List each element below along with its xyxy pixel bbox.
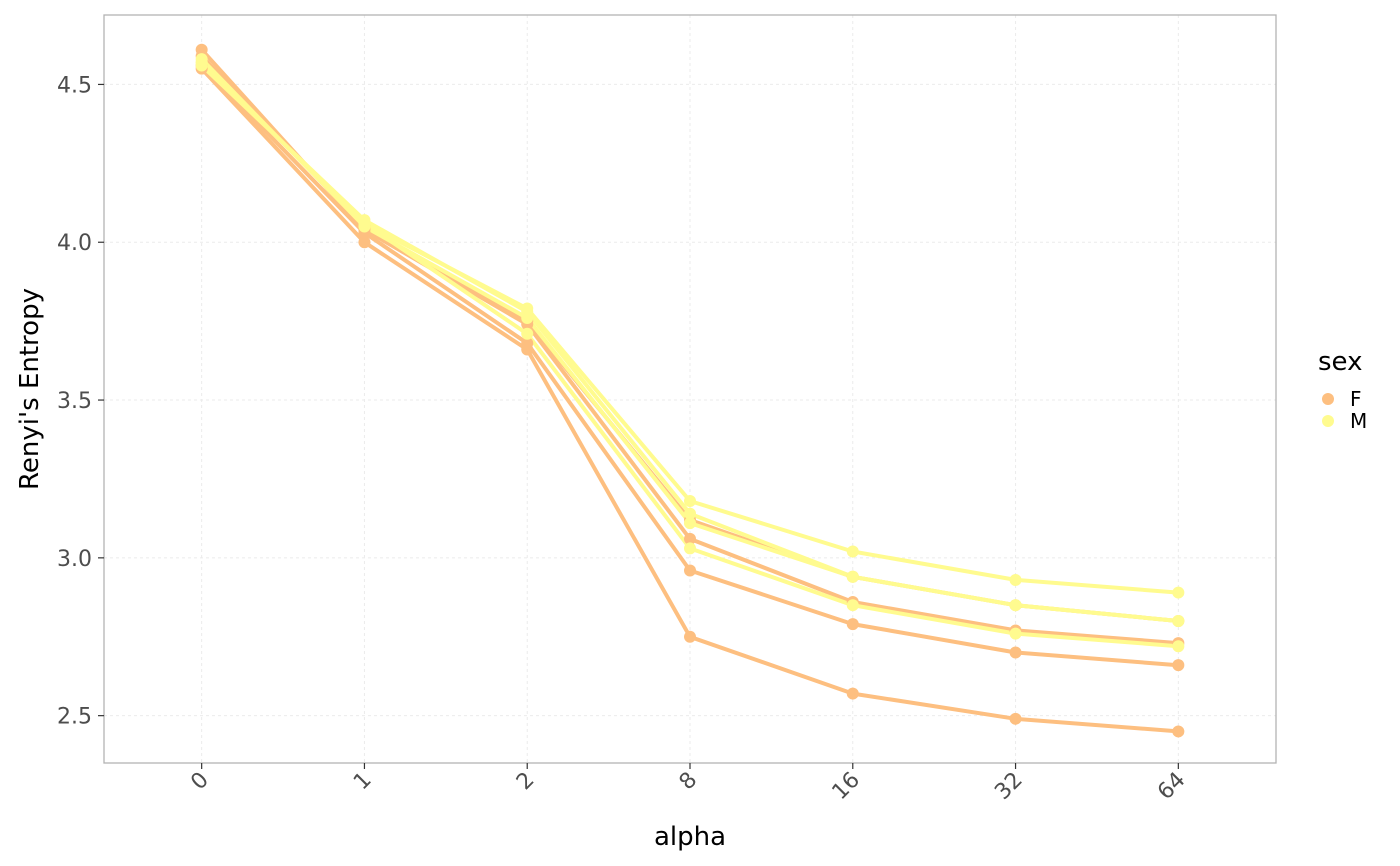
data-point-m <box>846 570 859 583</box>
data-point-m <box>1009 573 1022 586</box>
x-tick-label: 0 <box>186 768 214 796</box>
y-tick-label: 3.5 <box>57 389 92 414</box>
data-point-m <box>521 327 534 340</box>
x-axis-title: alpha <box>654 822 726 852</box>
data-point-m <box>1172 586 1185 599</box>
data-point-m <box>684 495 696 508</box>
legend: sex FM <box>1318 347 1367 433</box>
data-point-m <box>195 56 208 69</box>
legend-key-f <box>1322 393 1334 405</box>
data-point-m <box>846 599 859 612</box>
data-point-f <box>846 687 859 700</box>
data-point-f <box>684 564 696 577</box>
y-tick-label: 4.0 <box>57 231 92 256</box>
data-point-f <box>358 236 371 249</box>
data-point-f <box>1172 725 1185 738</box>
data-point-m <box>521 302 534 315</box>
data-point-m <box>846 545 859 558</box>
data-point-m <box>684 507 696 520</box>
legend-entries: FM <box>1322 387 1367 433</box>
legend-label-m: M <box>1350 409 1367 433</box>
grid-layer <box>104 15 1276 763</box>
y-axis-title: Renyi's Entropy <box>15 288 45 490</box>
x-tick-label: 32 <box>990 768 1027 805</box>
x-tick-label: 16 <box>828 768 865 805</box>
data-point-f <box>1172 659 1185 672</box>
data-point-m <box>684 517 696 530</box>
data-point-m <box>1172 614 1185 627</box>
y-tick-label: 4.5 <box>57 73 92 98</box>
x-tick-label: 2 <box>512 768 540 796</box>
x-tick-label: 1 <box>349 768 377 796</box>
data-point-f <box>1009 712 1022 725</box>
data-point-m <box>1172 640 1185 653</box>
data-point-m <box>1009 627 1022 640</box>
series-layer <box>195 43 1185 738</box>
y-tick-label: 3.0 <box>57 547 92 572</box>
y-tick-label: 2.5 <box>57 705 92 730</box>
data-point-m <box>1009 599 1022 612</box>
x-tick-label: 8 <box>675 768 703 796</box>
data-point-f <box>521 337 534 350</box>
data-point-f <box>684 532 696 545</box>
x-tick-label: 64 <box>1153 768 1190 805</box>
data-point-f <box>1009 646 1022 659</box>
legend-key-m <box>1322 415 1334 427</box>
data-point-f <box>684 630 696 643</box>
data-point-m <box>358 217 371 230</box>
legend-title: sex <box>1318 347 1362 377</box>
data-point-m <box>684 542 696 555</box>
data-point-f <box>846 618 859 631</box>
legend-label-f: F <box>1350 387 1362 411</box>
